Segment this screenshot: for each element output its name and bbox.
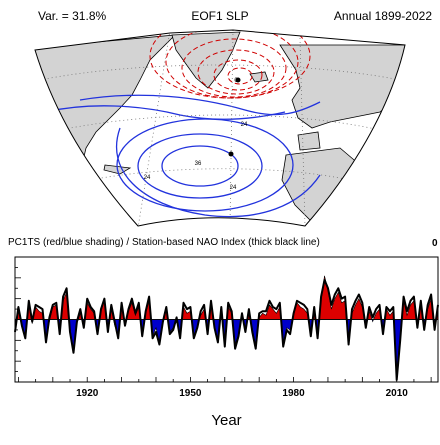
nao-line-group: [14, 278, 439, 381]
iceland: [249, 71, 269, 83]
x-tick-label: 2010: [386, 388, 409, 399]
y-ticks: [15, 256, 21, 383]
map-frame: [34, 29, 406, 227]
europe-asia: [279, 44, 405, 129]
map-title: EOF1 SLP: [191, 9, 249, 23]
land-masses: [35, 31, 405, 226]
contour-label: 24: [144, 175, 151, 181]
timeseries-svg: 1920 1950 1980 2010 Year: [14, 256, 439, 429]
ts-title: PC1TS (red/blue shading) / Station-based…: [8, 237, 320, 248]
negative-contours: [44, 94, 321, 218]
x-tick-label: 1950: [179, 388, 202, 399]
node-low: [228, 151, 234, 157]
ts-corner-label: 0: [432, 238, 438, 249]
iberia: [297, 131, 321, 151]
period-label: Annual 1899-2022: [333, 9, 432, 23]
x-tick-label: 1920: [76, 388, 99, 399]
nao-index-line: [14, 278, 439, 381]
greenland: [171, 31, 241, 89]
variance-label: Var. = 31.8%: [38, 9, 107, 23]
x-axis-label: Year: [211, 412, 241, 429]
contour-label: 36: [195, 161, 202, 167]
eof-map-svg: 0 24 24 24 36: [34, 29, 406, 227]
x-tick-label: 1980: [282, 388, 305, 399]
node-high: [235, 77, 241, 83]
contour-label: 24: [230, 185, 237, 191]
contour-label: 0: [234, 78, 238, 84]
contour-label: 24: [241, 122, 248, 128]
timeseries-chart: 1920 1950 1980 2010 Year: [0, 252, 440, 440]
graticule: [39, 30, 401, 226]
eof-map: 0 24 24 24 36: [0, 24, 440, 234]
x-ticks: 1920 1950 1980 2010: [18, 377, 432, 399]
